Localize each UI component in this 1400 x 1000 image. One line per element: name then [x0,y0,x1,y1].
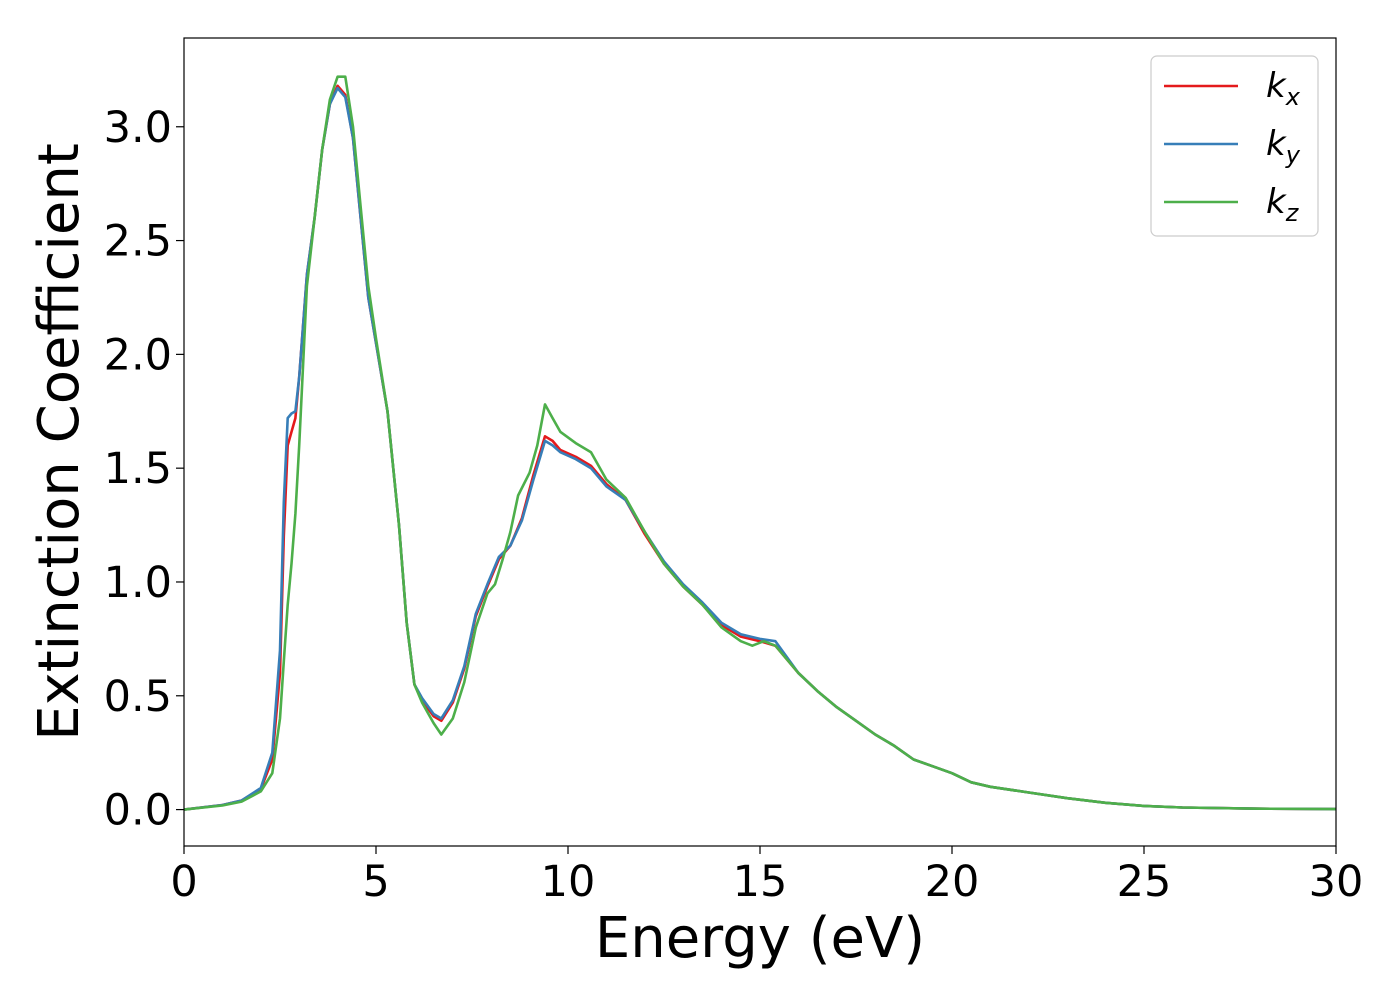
y-tick-label: 2.5 [104,217,172,267]
y-tick-label: 1.5 [104,444,172,494]
x-axis: 0 5 10 15 20 25 30 [170,846,1363,907]
y-tick-label: 0.0 [104,786,172,836]
y-tick-label: 2.0 [104,330,172,380]
x-tick-label: 10 [541,857,596,907]
y-axis: 0.0 0.5 1.0 1.5 2.0 2.5 3.0 [104,103,184,836]
y-axis-title: Extinction Coefficient [27,143,92,741]
legend-label-kz: kz [1266,182,1300,227]
y-tick-label: 1.0 [104,558,172,608]
x-tick-label: 5 [362,857,389,907]
y-tick-label: 0.5 [104,672,172,722]
y-tick-label: 3.0 [104,103,172,153]
x-tick-label: 0 [170,857,197,907]
series-line-kz [183,75,1337,811]
x-tick-label: 20 [925,857,980,907]
x-axis-title: Energy (eV) [595,906,925,971]
plot-lines [183,75,1337,811]
legend-box [1150,55,1319,237]
x-tick-label: 15 [733,857,788,907]
x-tick-label: 30 [1309,857,1364,907]
x-tick-label: 25 [1117,857,1172,907]
